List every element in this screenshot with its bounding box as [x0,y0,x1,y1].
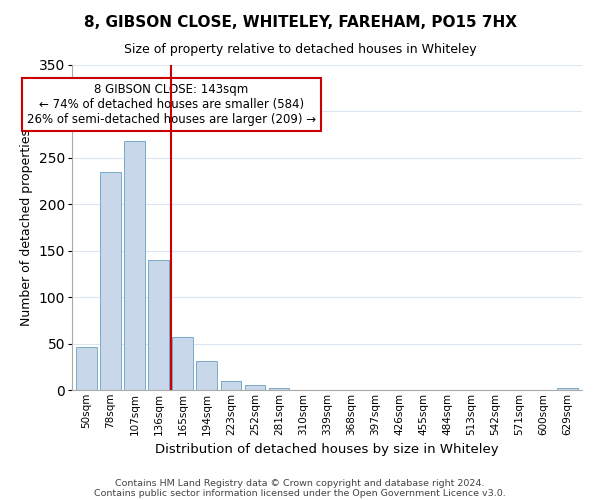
Text: Contains HM Land Registry data © Crown copyright and database right 2024.: Contains HM Land Registry data © Crown c… [115,478,485,488]
Bar [124,141,145,390]
Bar [100,172,121,390]
Text: 8, GIBSON CLOSE, WHITELEY, FAREHAM, PO15 7HX: 8, GIBSON CLOSE, WHITELEY, FAREHAM, PO15… [83,15,517,30]
Bar [172,337,193,390]
Bar [557,388,578,390]
Text: Size of property relative to detached houses in Whiteley: Size of property relative to detached ho… [124,42,476,56]
X-axis label: Distribution of detached houses by size in Whiteley: Distribution of detached houses by size … [155,443,499,456]
Bar [196,361,217,390]
Bar [269,388,289,390]
Text: Contains public sector information licensed under the Open Government Licence v3: Contains public sector information licen… [94,488,506,498]
Text: 8 GIBSON CLOSE: 143sqm
← 74% of detached houses are smaller (584)
26% of semi-de: 8 GIBSON CLOSE: 143sqm ← 74% of detached… [27,83,316,126]
Y-axis label: Number of detached properties: Number of detached properties [20,129,33,326]
Bar [221,380,241,390]
Bar [148,260,169,390]
Bar [76,348,97,390]
Bar [245,386,265,390]
